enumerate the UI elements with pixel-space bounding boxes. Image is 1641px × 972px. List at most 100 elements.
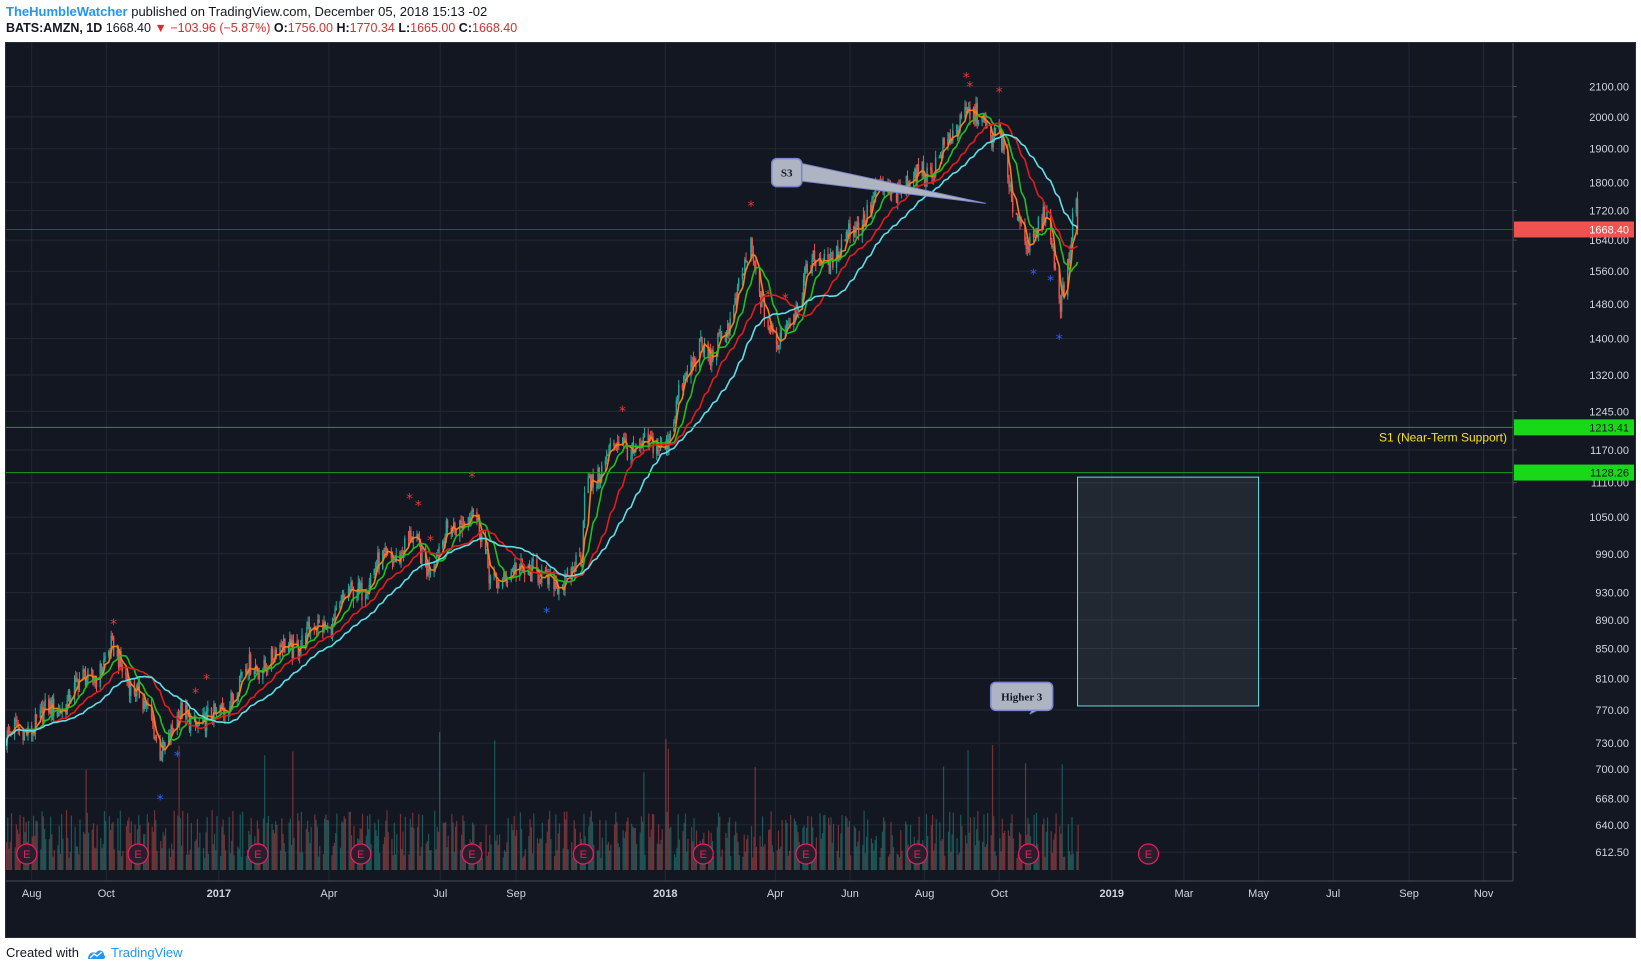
candle-body: [48, 699, 50, 713]
candle-body: [873, 195, 876, 197]
volume-bar: [271, 823, 273, 870]
candle-body: [640, 443, 642, 448]
time-axis-background: [6, 881, 1635, 937]
volume-bar: [786, 822, 788, 870]
candle-body: [304, 635, 307, 647]
volume-bar: [7, 817, 9, 870]
volume-bar: [67, 838, 69, 870]
volume-bar: [591, 821, 594, 870]
volume-bar: [8, 848, 10, 870]
candle-body: [596, 487, 598, 489]
volume-bar: [276, 824, 278, 870]
volume-bar: [302, 852, 304, 870]
volume-bar: [74, 826, 76, 870]
volume-bar: [392, 855, 394, 870]
volume-bar: [118, 850, 120, 870]
tradingview-link[interactable]: TradingView: [111, 945, 183, 960]
volume-bar: [874, 839, 876, 870]
price-tick-label: 1640.00: [1589, 235, 1629, 247]
volume-bar: [848, 821, 850, 870]
candle-body: [1046, 211, 1048, 218]
volume-bar: [984, 847, 986, 870]
volume-bar: [609, 850, 611, 870]
volume-bar: [1053, 839, 1055, 870]
volume-bar: [821, 833, 824, 870]
last-price-label: 1668.40: [1589, 224, 1629, 236]
volume-bar: [50, 816, 52, 870]
volume-bar: [558, 823, 561, 870]
candle-body: [487, 549, 489, 569]
volume-bar: [673, 854, 676, 870]
volume-bar: [162, 832, 164, 870]
candle-body: [297, 644, 300, 657]
candle-body: [738, 278, 740, 288]
chart-panel[interactable]: S1 (Near-Term Support) S3 Higher 3 * * * * * * * *…: [5, 42, 1636, 938]
volume-bar: [519, 812, 521, 870]
volume-bar: [222, 819, 224, 870]
candle-body: [368, 584, 370, 593]
volume-bar: [728, 817, 731, 870]
candle-body: [446, 520, 449, 529]
red-star-marker: *: [406, 491, 413, 507]
volume-bar: [906, 824, 908, 870]
volume-bar: [169, 857, 172, 870]
volume-bar: [120, 856, 123, 870]
candle-body: [720, 331, 723, 340]
volume-bar: [683, 822, 685, 870]
volume-bar: [639, 832, 641, 870]
candle-body: [161, 741, 164, 758]
time-tick-label: Apr: [767, 888, 784, 900]
volume-bar: [36, 821, 38, 870]
candle-body: [895, 190, 898, 203]
candle-body: [725, 332, 728, 341]
volume-bar: [717, 812, 720, 870]
volume-bar: [288, 822, 290, 870]
volume-bar: [541, 822, 543, 870]
candle-body: [742, 273, 745, 275]
volume-bar: [42, 816, 44, 870]
time-tick-label: Sep: [506, 888, 526, 900]
candle-body: [333, 618, 335, 620]
candle-body: [90, 669, 93, 671]
volume-bar: [831, 842, 833, 870]
volume-bar: [53, 850, 55, 870]
candle-body: [172, 729, 175, 731]
candle-body: [73, 682, 76, 700]
candle-body: [682, 375, 685, 390]
candle-body: [232, 699, 235, 701]
volume-bar: [506, 842, 508, 870]
candle-body: [1059, 298, 1062, 312]
author-link[interactable]: TheHumbleWatcher: [6, 4, 128, 19]
candle-body: [930, 167, 932, 170]
volume-bar: [607, 842, 610, 870]
candle-body: [383, 550, 385, 552]
candle-body: [498, 586, 500, 588]
candle-body: [965, 107, 967, 111]
candle-body: [108, 651, 110, 657]
candle-body: [94, 679, 96, 683]
volume-bar: [168, 848, 170, 870]
volume-bar: [215, 850, 217, 870]
candle-body: [788, 323, 790, 326]
volume-bar: [188, 854, 190, 870]
volume-bar: [264, 755, 266, 870]
earnings-marker-label: E: [468, 849, 475, 861]
volume-bar: [721, 849, 723, 870]
volume-bar: [725, 832, 727, 870]
volume-bar: [780, 846, 782, 870]
volume-bar: [687, 838, 689, 870]
volume-bar: [881, 831, 884, 870]
volume-bar: [145, 855, 147, 870]
candle-body: [969, 106, 971, 119]
candle-body: [207, 707, 209, 712]
candle-body: [796, 304, 799, 313]
volume-bar: [769, 829, 771, 870]
volume-bar: [342, 822, 344, 870]
candle-body: [10, 731, 12, 734]
volume-bar: [616, 822, 618, 870]
volume-bar: [502, 857, 504, 870]
volume-bar: [262, 818, 265, 870]
candle-body: [92, 669, 94, 681]
candle-body: [921, 161, 923, 176]
